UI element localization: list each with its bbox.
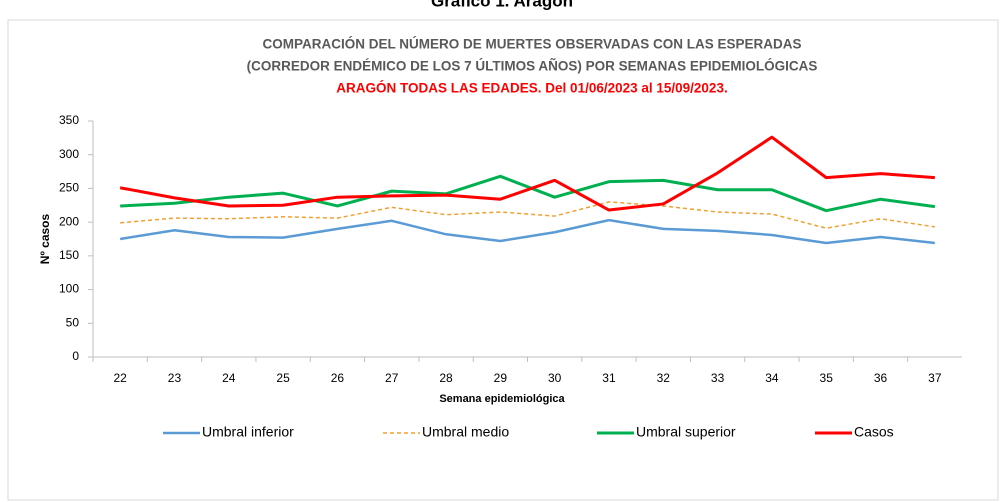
- x-tick-label: 31: [602, 371, 616, 385]
- x-tick-label: 25: [276, 371, 290, 385]
- chart-subtitle: (CORREDOR ENDÉMICO DE LOS 7 ÚLTIMOS AÑOS…: [247, 59, 818, 74]
- x-tick-label: 36: [874, 371, 888, 385]
- series-line: [119, 218, 935, 245]
- x-tick-label: 29: [494, 371, 508, 385]
- x-tick-label: 32: [657, 371, 671, 385]
- x-tick-label: 30: [548, 371, 562, 385]
- x-tick-label: 28: [439, 371, 453, 385]
- x-tick-label: 26: [331, 371, 345, 385]
- x-tick-label: 34: [765, 371, 779, 385]
- x-tick-label: 35: [820, 371, 834, 385]
- x-tick-label: 22: [113, 371, 127, 385]
- x-tick-label: 37: [928, 371, 942, 385]
- legend-label: Umbral inferior: [202, 424, 294, 440]
- y-tick-label: 50: [66, 315, 80, 329]
- x-tick-label: 23: [168, 371, 182, 385]
- series-line: [120, 201, 935, 229]
- y-tick-label: 300: [59, 147, 79, 161]
- y-tick-label: 0: [72, 349, 79, 363]
- legend-label: Umbral medio: [422, 424, 509, 440]
- heading: Gráfico 1. Aragón: [431, 0, 573, 10]
- x-tick-label: 24: [222, 371, 236, 385]
- x-axis-title: Semana epidemiológica: [439, 393, 565, 405]
- legend-label: Umbral superior: [636, 424, 736, 440]
- y-tick-label: 100: [59, 282, 79, 296]
- series-line: [119, 135, 935, 212]
- y-axis-title: Nº casos: [38, 213, 52, 264]
- x-tick-label: 27: [385, 371, 399, 385]
- chart-frame: [7, 19, 999, 501]
- legend-label: Casos: [854, 424, 894, 440]
- y-tick-label: 200: [59, 214, 79, 228]
- chart-subtitle: ARAGÓN TODAS LAS EDADES. Del 01/06/2023 …: [336, 81, 727, 96]
- y-tick-label: 250: [59, 181, 79, 195]
- x-tick-label: 33: [711, 371, 725, 385]
- y-tick-label: 350: [59, 113, 79, 127]
- series-line: [120, 174, 936, 213]
- y-tick-label: 150: [59, 248, 79, 262]
- chart-title: COMPARACIÓN DEL NÚMERO DE MUERTES OBSERV…: [262, 37, 801, 52]
